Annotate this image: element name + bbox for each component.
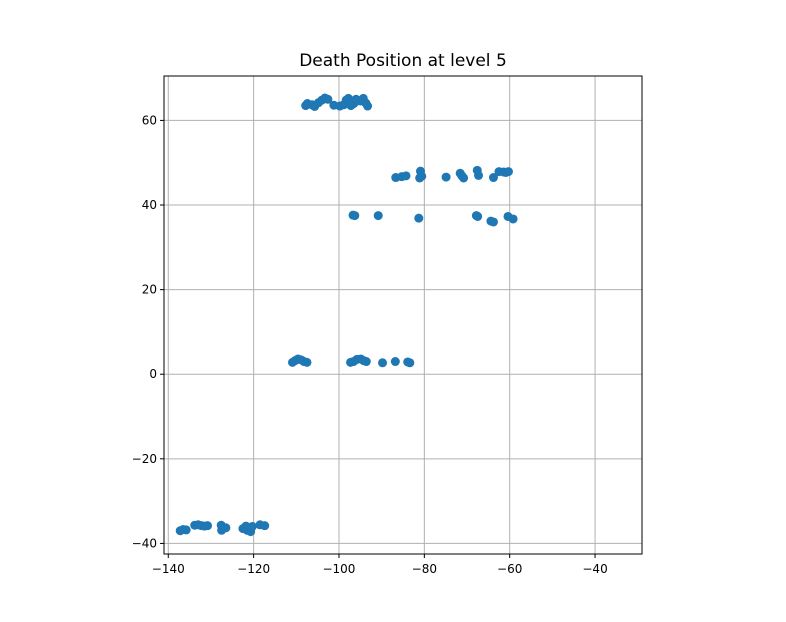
x-tick-label: −60 bbox=[497, 562, 522, 576]
grid bbox=[164, 76, 642, 554]
y-tick-label: 20 bbox=[142, 283, 157, 297]
data-point bbox=[247, 522, 257, 532]
data-point bbox=[473, 211, 483, 221]
x-tick-label: −120 bbox=[237, 562, 270, 576]
data-points bbox=[175, 93, 518, 537]
y-tick-label: −40 bbox=[132, 536, 157, 550]
data-point bbox=[221, 523, 231, 533]
data-point bbox=[390, 357, 400, 367]
y-tick-label: 0 bbox=[149, 367, 157, 381]
ticks: −140 −120 −100 −80 −60 −40 −40 −20 0 20 40 60 bbox=[132, 113, 608, 576]
data-point bbox=[302, 357, 312, 367]
data-point bbox=[363, 101, 373, 111]
data-point bbox=[488, 217, 498, 227]
data-point bbox=[503, 167, 513, 177]
data-point bbox=[405, 358, 415, 368]
data-point bbox=[508, 214, 518, 224]
data-point bbox=[373, 211, 383, 221]
data-point bbox=[361, 357, 371, 367]
x-tick-label: −80 bbox=[412, 562, 437, 576]
y-tick-label: 60 bbox=[142, 113, 157, 127]
data-point bbox=[260, 521, 270, 531]
data-point bbox=[181, 525, 191, 535]
axes-frame bbox=[163, 75, 643, 555]
data-point bbox=[203, 521, 213, 531]
data-point bbox=[474, 170, 484, 180]
y-tick-label: −20 bbox=[132, 452, 157, 466]
data-point bbox=[323, 94, 333, 104]
data-point bbox=[441, 172, 451, 182]
x-tick-label: −100 bbox=[322, 562, 355, 576]
data-point bbox=[414, 213, 424, 223]
data-point bbox=[417, 171, 427, 181]
data-point bbox=[459, 173, 469, 183]
x-tick-label: −140 bbox=[152, 562, 185, 576]
y-tick-label: 40 bbox=[142, 198, 157, 212]
data-point bbox=[378, 358, 388, 368]
chart-title: Death Position at level 5 bbox=[299, 51, 507, 71]
data-point bbox=[401, 171, 411, 181]
data-point bbox=[350, 211, 360, 221]
data-point bbox=[488, 173, 498, 183]
x-tick-label: −40 bbox=[582, 562, 607, 576]
